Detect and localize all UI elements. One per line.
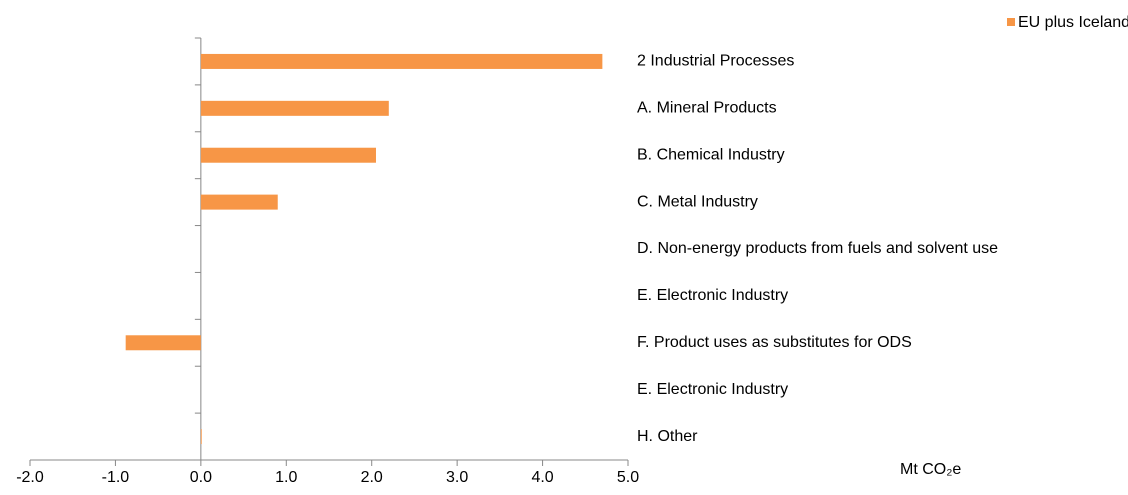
category-label: 2 Industrial Processes bbox=[637, 53, 794, 70]
bar bbox=[200, 53, 603, 69]
x-tick-label: 2.0 bbox=[361, 469, 383, 486]
bar bbox=[125, 335, 201, 351]
bar bbox=[200, 100, 389, 116]
x-tick-label: 0.0 bbox=[190, 469, 212, 486]
bar bbox=[200, 194, 278, 210]
category-label: B. Chemical Industry bbox=[637, 146, 785, 163]
x-tick-label: -1.0 bbox=[102, 469, 130, 486]
x-tick-label: -2.0 bbox=[16, 469, 44, 486]
category-label: C. Metal Industry bbox=[637, 193, 758, 210]
category-label: E. Electronic Industry bbox=[637, 287, 788, 304]
legend-swatch bbox=[1007, 18, 1015, 26]
category-label: D. Non-energy products from fuels and so… bbox=[637, 240, 998, 257]
category-label: A. Mineral Products bbox=[637, 100, 777, 117]
x-tick-label: 1.0 bbox=[275, 469, 297, 486]
category-label: E. Electronic Industry bbox=[637, 381, 788, 398]
legend-label: EU plus Iceland bbox=[1018, 14, 1128, 31]
x-tick-label: 3.0 bbox=[446, 469, 468, 486]
x-axis-label: Mt CO₂e bbox=[900, 461, 961, 478]
category-label: F. Product uses as substitutes for ODS bbox=[637, 334, 912, 351]
bar bbox=[200, 429, 202, 445]
x-tick-label: 4.0 bbox=[531, 469, 553, 486]
category-label: H. Other bbox=[637, 428, 698, 445]
x-tick-label: 5.0 bbox=[617, 469, 639, 486]
bar bbox=[200, 147, 376, 163]
